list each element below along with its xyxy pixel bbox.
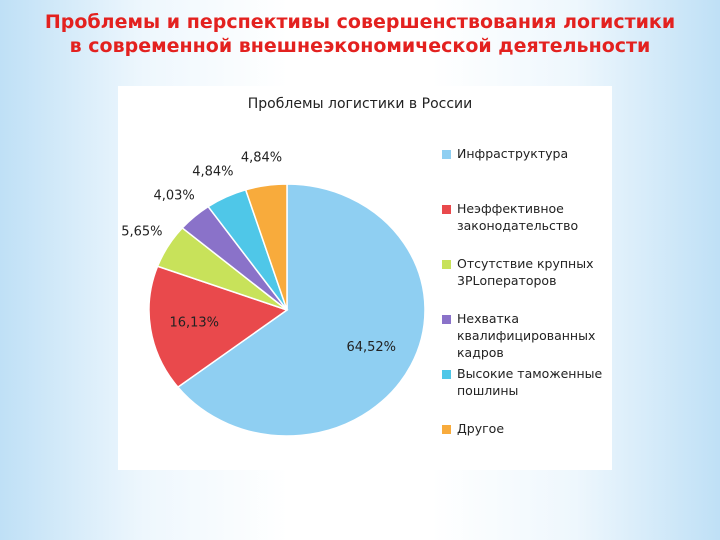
data-label: 4,03% bbox=[153, 188, 194, 203]
legend-item: Другое bbox=[442, 420, 617, 475]
legend-swatch bbox=[442, 425, 451, 434]
legend-item: Нехватка квалифицированных кадров bbox=[442, 310, 617, 365]
data-label: 4,84% bbox=[241, 151, 282, 166]
legend-item: Отсутствие крупных 3PLоператоров bbox=[442, 255, 617, 310]
data-label: 16,13% bbox=[169, 315, 219, 330]
legend-label: Отсутствие крупных 3PLоператоров bbox=[457, 256, 594, 288]
legend-swatch bbox=[442, 205, 451, 214]
legend-item: Высокие таможенные пошлины bbox=[442, 365, 617, 420]
legend-swatch bbox=[442, 260, 451, 269]
legend-swatch bbox=[442, 315, 451, 324]
legend-label: Другое bbox=[457, 421, 505, 436]
chart-title: Проблемы логистики в России bbox=[248, 96, 472, 112]
legend: Инфраструктура Неэффективное законодатель… bbox=[442, 145, 617, 475]
legend-swatch bbox=[442, 370, 451, 379]
data-label: 64,52% bbox=[346, 340, 396, 355]
legend-label: Нехватка квалифицированных кадров bbox=[457, 311, 596, 360]
legend-label: Высокие таможенные пошлины bbox=[457, 366, 603, 398]
legend-item: Инфраструктура bbox=[442, 145, 617, 200]
legend-item: Неэффективное законодательство bbox=[442, 200, 617, 255]
legend-label: Инфраструктура bbox=[457, 146, 569, 161]
pie-slice bbox=[244, 183, 288, 311]
data-label: 5,65% bbox=[121, 225, 162, 240]
pie-slice bbox=[176, 183, 426, 437]
pie-slice bbox=[148, 265, 289, 389]
legend-label: Неэффективное законодательство bbox=[457, 201, 579, 233]
data-label: 4,84% bbox=[192, 164, 233, 179]
slide-title: Проблемы и перспективы совершенствования… bbox=[44, 11, 676, 57]
legend-swatch bbox=[442, 150, 451, 159]
